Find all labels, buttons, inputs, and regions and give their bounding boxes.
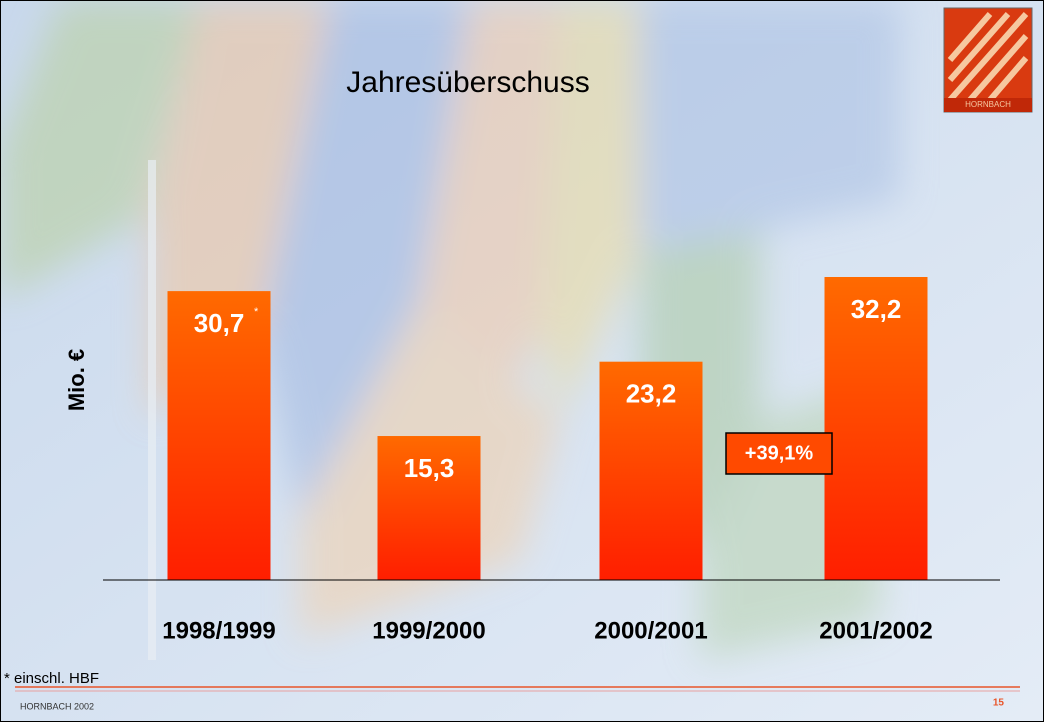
- logo-text: HORNBACH: [965, 100, 1011, 109]
- x-tick-label: 2000/2001: [594, 617, 707, 644]
- y-axis-label: Mio. €: [64, 349, 89, 411]
- flagpole: [148, 160, 156, 660]
- value-label: 32,2: [851, 294, 902, 324]
- logo: HORNBACH: [944, 8, 1032, 112]
- footnote: * einschl. HBF: [4, 670, 99, 687]
- value-label: 30,7: [194, 308, 245, 338]
- page-number: 15: [993, 698, 1005, 709]
- chart-title: Jahresüberschuss: [346, 66, 589, 99]
- annotation: +39,1%: [745, 442, 814, 464]
- value-label-marker: *: [254, 306, 259, 318]
- value-label: 23,2: [626, 379, 677, 409]
- x-tick-label: 2001/2002: [819, 617, 932, 644]
- slide: HORNBACH Jahresüberschuss Mio. € 30,7 * 19…: [0, 0, 1044, 722]
- page: HORNBACH Jahresüberschuss Mio. € 30,7 * 19…: [0, 0, 1044, 727]
- x-tick-label: 1998/1999: [162, 617, 275, 644]
- x-tick-label: 1999/2000: [372, 617, 485, 644]
- value-label: 15,3: [404, 453, 455, 483]
- footer: HORNBACH 2002: [20, 701, 94, 711]
